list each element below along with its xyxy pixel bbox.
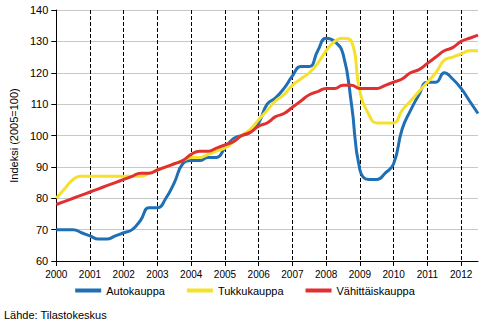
svg-text:2006: 2006 — [248, 269, 271, 280]
svg-text:80: 80 — [36, 192, 48, 204]
svg-text:130: 130 — [30, 35, 48, 47]
svg-text:2003: 2003 — [146, 269, 169, 280]
svg-text:Vähittäiskauppa: Vähittäiskauppa — [337, 285, 416, 297]
svg-text:Tukkukauppa: Tukkukauppa — [218, 285, 285, 297]
svg-text:100: 100 — [30, 130, 48, 142]
svg-text:2010: 2010 — [383, 269, 406, 280]
svg-text:2011: 2011 — [417, 269, 439, 280]
svg-text:2002: 2002 — [113, 269, 136, 280]
svg-text:110: 110 — [31, 98, 49, 110]
svg-text:70: 70 — [36, 224, 48, 236]
svg-text:60: 60 — [36, 255, 48, 267]
svg-text:140: 140 — [30, 4, 48, 16]
svg-text:Autokauppa: Autokauppa — [106, 285, 166, 297]
svg-text:2004: 2004 — [180, 269, 203, 280]
svg-text:Indeksi (2005=100): Indeksi (2005=100) — [8, 88, 20, 182]
svg-text:2005: 2005 — [214, 269, 237, 280]
svg-text:90: 90 — [36, 161, 48, 173]
svg-text:2009: 2009 — [349, 269, 372, 280]
svg-text:2001: 2001 — [79, 269, 102, 280]
svg-text:120: 120 — [30, 67, 48, 79]
svg-text:Lähde: Tilastokeskus: Lähde: Tilastokeskus — [4, 309, 107, 321]
svg-text:2008: 2008 — [315, 269, 338, 280]
svg-text:2000: 2000 — [45, 269, 68, 280]
svg-text:2012: 2012 — [450, 269, 473, 280]
svg-text:2007: 2007 — [281, 269, 304, 280]
